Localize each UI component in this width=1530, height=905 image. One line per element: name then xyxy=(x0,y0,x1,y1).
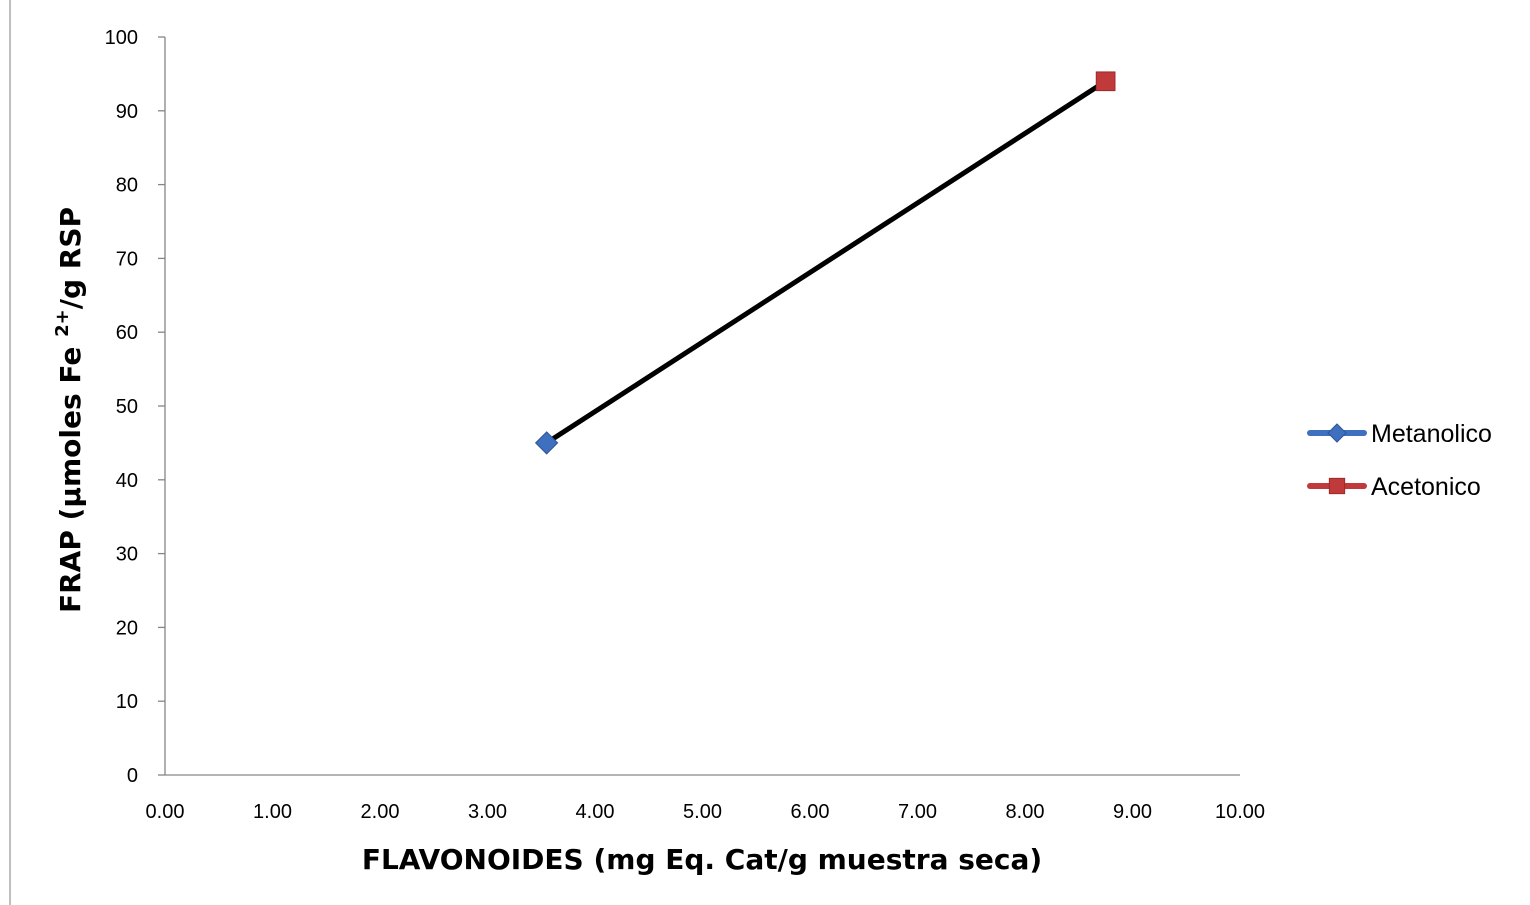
y-tick-label: 20 xyxy=(116,617,138,639)
legend-marker-acetonico xyxy=(1328,477,1346,495)
y-axis-title-main: FRAP (µmoles Fe xyxy=(54,337,87,613)
y-tick-label: 40 xyxy=(116,470,138,492)
y-tick-label: 0 xyxy=(127,765,138,787)
x-tick-label: 1.00 xyxy=(253,801,292,823)
trendline xyxy=(544,78,1109,446)
legend-label-metanolico: Metanolico xyxy=(1371,420,1492,448)
y-tick-label: 80 xyxy=(116,175,138,197)
x-tick-label: 9.00 xyxy=(1113,801,1152,823)
x-axis-title: FLAVONOIDES (mg Eq. Cat/g muestra seca) xyxy=(362,843,1042,876)
y-tick-label: 50 xyxy=(116,396,138,418)
y-tick-label: 10 xyxy=(116,691,138,713)
legend-marker-metanolico xyxy=(1327,423,1347,443)
y-axis-title-unit: /g RSP xyxy=(54,207,87,309)
x-tick-label: 4.00 xyxy=(576,801,615,823)
x-tick-label: 5.00 xyxy=(683,801,722,823)
x-tick-label: 7.00 xyxy=(898,801,937,823)
x-tick-label: 10.00 xyxy=(1215,801,1265,823)
x-tick-label: 3.00 xyxy=(468,801,507,823)
y-tick-label: 100 xyxy=(105,27,138,49)
y-axis-title-superscript: 2+ xyxy=(52,309,73,337)
y-tick-label: 60 xyxy=(116,322,138,344)
y-tick-label: 30 xyxy=(116,544,138,566)
x-tick-label: 8.00 xyxy=(1006,801,1045,823)
y-axis-title: FRAP (µmoles Fe 2+/g RSP xyxy=(52,207,87,613)
data-point-acetonico xyxy=(1095,71,1116,92)
x-tick-label: 0.00 xyxy=(146,801,185,823)
data-point-metanolico xyxy=(534,431,559,455)
y-tick-label: 70 xyxy=(116,248,138,270)
x-tick-label: 6.00 xyxy=(791,801,830,823)
x-tick-label: 2.00 xyxy=(361,801,400,823)
legend-label-acetonico: Acetonico xyxy=(1371,473,1481,501)
y-tick-label: 90 xyxy=(116,101,138,123)
